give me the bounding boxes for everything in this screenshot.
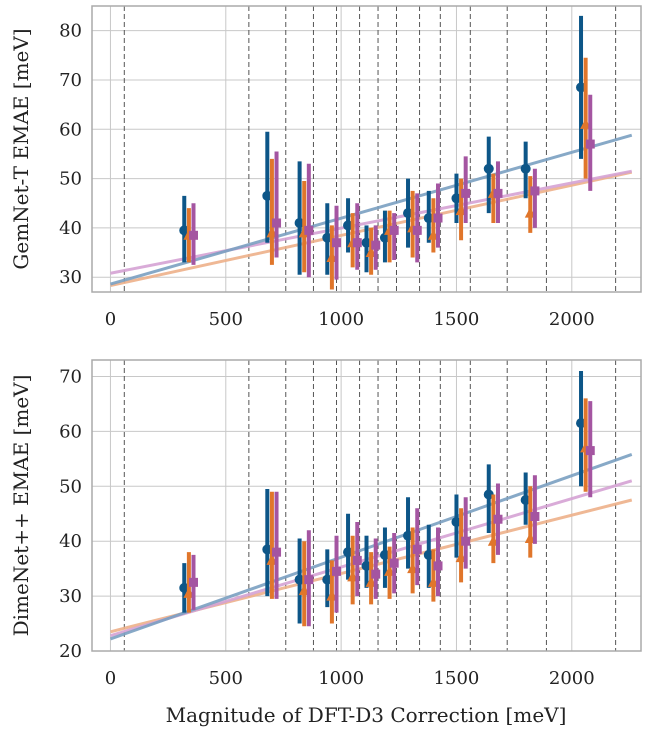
x-tick-label: 0 [105,309,116,330]
fit-line [110,133,633,286]
dimenet-panel: 0 500 1000 1500 2000 20 30 40 50 60 70 DimeNet++ EM… [9,359,642,689]
point-marker [304,225,314,235]
x-tick-label: 1500 [434,668,480,689]
point-marker [520,495,531,506]
point-marker [343,220,354,231]
point-marker [262,544,273,555]
point-marker [179,582,190,593]
point-marker [493,188,503,198]
point-marker [403,208,414,219]
point-marker [188,577,198,587]
point-marker [332,238,342,248]
point-marker [412,544,422,554]
point-marker [294,217,305,228]
point-marker [361,237,372,248]
point-marker [585,139,595,149]
y-axis-label: DimeNet++ EMAE [meV] [9,375,33,637]
y-tick-label: 60 [59,421,82,442]
x-tick-label: 1000 [318,309,364,330]
point-marker [322,232,333,243]
x-axis-label: Magnitude of DFT-D3 Correction [meV] [166,703,567,727]
point-marker [361,560,372,571]
point-marker [332,566,342,576]
y-tick-label: 50 [59,476,82,497]
x-tick-label: 2000 [549,668,595,689]
point-marker [304,575,314,585]
point-marker [520,163,531,174]
y-tick-label: 80 [59,21,82,42]
point-marker [530,186,540,196]
point-marker [379,549,390,560]
point-marker [530,511,540,521]
y-tick-label: 40 [59,218,82,239]
y-tick-label: 30 [59,586,82,607]
y-tick-label: 70 [59,366,82,387]
point-marker [379,232,390,243]
y-tick-label: 50 [59,169,82,190]
point-marker [179,225,190,236]
point-marker [322,574,333,585]
point-marker [483,163,494,174]
x-tick-label: 1500 [434,309,480,330]
plot-frame [91,359,642,652]
point-marker [451,193,462,204]
y-tick-label: 70 [59,70,82,91]
point-marker [461,536,471,546]
x-tick-label: 1000 [318,668,364,689]
point-marker [272,547,282,557]
point-marker [371,569,381,579]
point-marker [389,225,399,235]
point-marker [352,555,362,565]
point-marker [585,446,595,456]
plot-frame [91,5,642,293]
x-tick-label: 500 [209,309,243,330]
point-marker [371,240,381,250]
point-marker [272,218,282,228]
point-marker [576,82,587,93]
point-marker [433,213,443,223]
gemnet-panel: 0 500 1000 1500 2000 30 40 50 60 70 80 GemNet-T EMA… [9,5,642,330]
point-marker [403,530,414,541]
y-axis-label: GemNet-T EMAE [meV] [9,28,33,269]
fit-line [110,169,633,275]
x-tick-label: 2000 [549,309,595,330]
y-tick-label: 30 [59,267,82,288]
point-marker [389,558,399,568]
point-marker [188,230,198,240]
point-marker [483,489,494,500]
y-tick-label: 20 [59,641,82,662]
y-tick-label: 40 [59,531,82,552]
point-marker [423,213,434,224]
y-tick-label: 60 [59,119,82,140]
point-marker [262,190,273,201]
fit-line [109,453,633,641]
point-marker [294,574,305,585]
point-marker [576,418,587,429]
point-marker [423,549,434,560]
point-marker [433,561,443,571]
point-marker [493,514,503,524]
point-marker [451,516,462,527]
point-marker [352,238,362,248]
point-marker [343,547,354,558]
point-marker [412,225,422,235]
point-marker [461,188,471,198]
x-tick-label: 500 [209,668,243,689]
x-tick-label: 0 [105,668,116,689]
